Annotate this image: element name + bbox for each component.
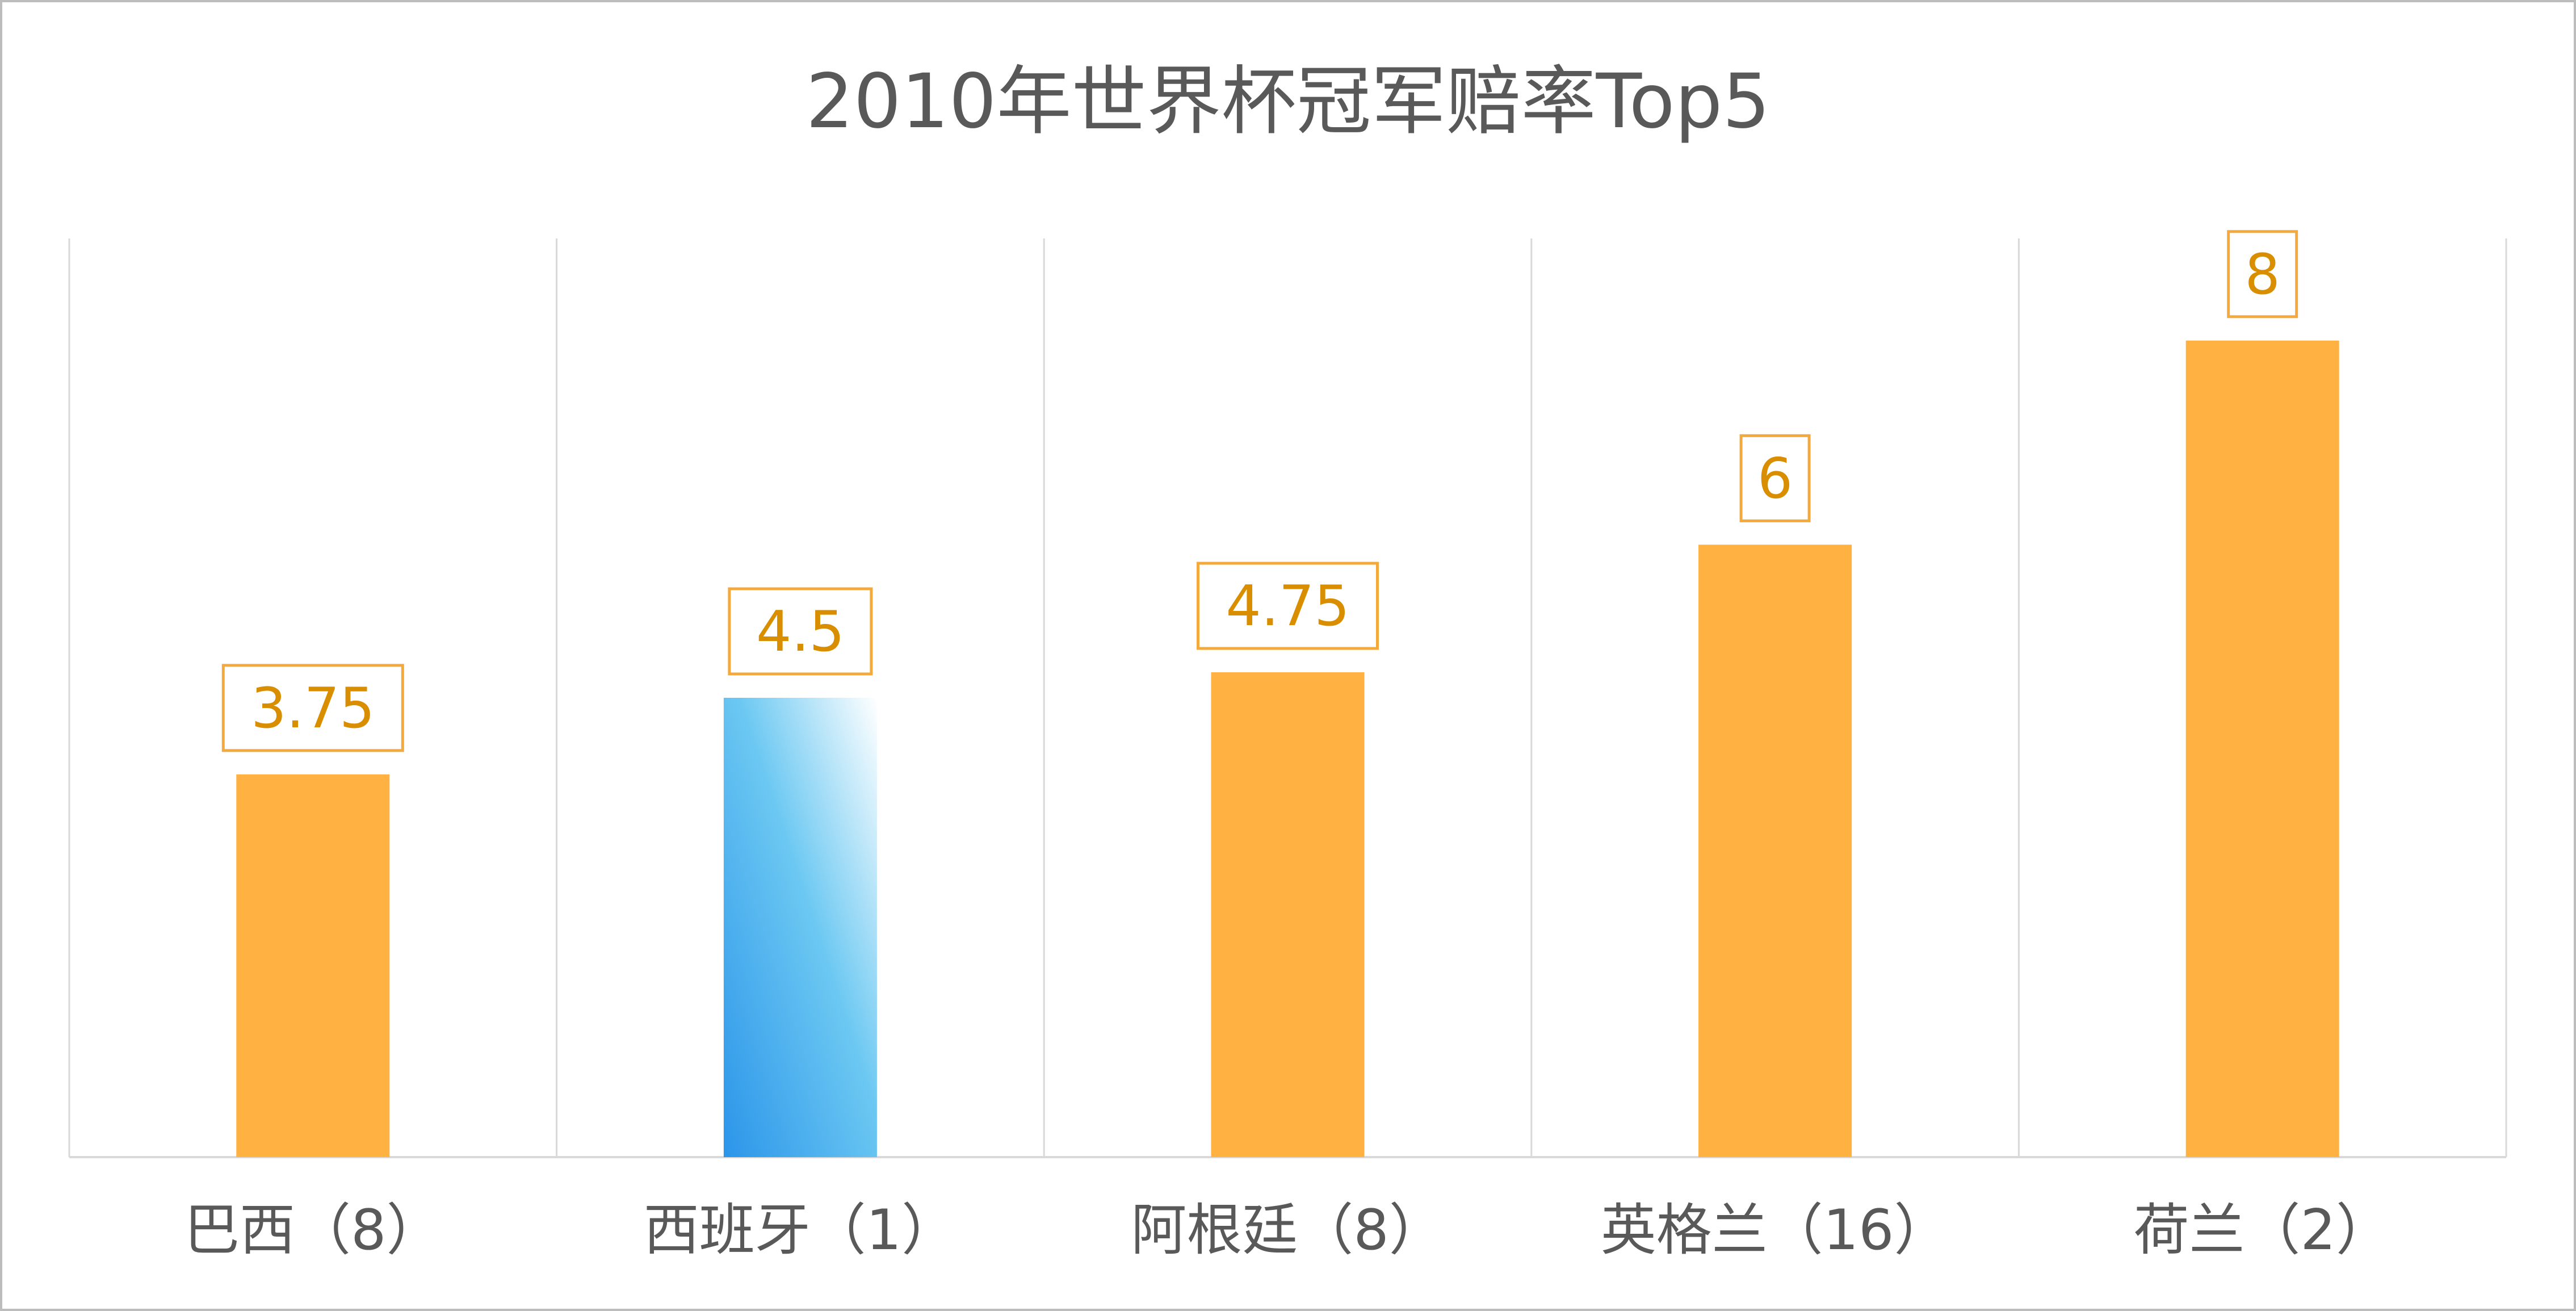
data-label-box-3 [1739,434,1811,522]
data-labels: 3.75 4.5 4.75 6 8 [221,230,2298,752]
x-tick-label-1: 西班牙（1） [644,1198,957,1263]
chart-title: 2010年世界杯冠军赔率Top5 [806,58,1771,145]
data-label-box-4 [2227,230,2298,319]
x-tick-label-2: 阿根廷（8） [1131,1198,1444,1263]
x-tick-label-4: 荷兰（2） [2134,1198,2392,1263]
data-label-2: 4.75 [1226,574,1349,639]
x-tick-label-3: 英格兰（16） [1601,1198,1950,1263]
bar-2 [1211,672,1365,1157]
x-tick-label-0: 巴西（8） [184,1198,442,1263]
data-label-box-1 [728,587,873,676]
data-label-box-2 [1197,562,1379,650]
data-label-4: 8 [2245,242,2280,307]
category-tick-labels: 巴西（8） 西班牙（1） 阿根廷（8） 英格兰（16） 荷兰（2） [184,1198,2392,1263]
bar-4 [2185,340,2339,1157]
bar-1 [723,698,877,1157]
data-label-1: 4.5 [756,600,845,664]
data-label-0: 3.75 [251,676,375,741]
bar-series [236,340,2339,1158]
bar-3 [1698,544,1852,1158]
data-label-3: 6 [1757,446,1793,511]
bar-0 [236,774,390,1157]
data-label-box-0 [221,664,404,752]
